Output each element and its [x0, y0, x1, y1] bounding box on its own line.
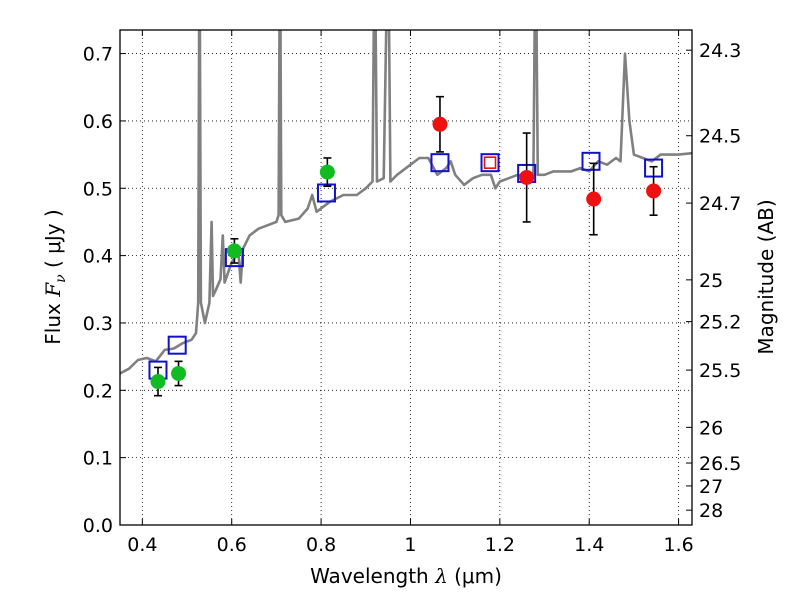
ticks: [120, 30, 692, 526]
y-tick-label: 0.5: [83, 178, 113, 200]
optical-flux-point: [226, 243, 242, 259]
y-tick-label: 0.6: [83, 111, 113, 133]
x-tick-label: 1.2: [485, 534, 515, 556]
y-tick-label: 0.0: [83, 515, 113, 537]
right-tick-label: 25: [699, 270, 723, 292]
model-photometry-square: [430, 153, 450, 173]
model-spectrum-line: [120, 30, 692, 375]
x-tick-label: 0.4: [127, 534, 157, 556]
right-tick-label: 25.5: [699, 360, 741, 382]
optical-flux-point: [319, 164, 335, 180]
optical-flux-point: [171, 365, 187, 381]
y-tick-label: 0.7: [83, 44, 113, 66]
y-axis-title: Flux Fν ( μJy ): [41, 209, 69, 344]
y-tick-label: 0.4: [83, 246, 113, 268]
nir-flux-point: [646, 183, 662, 199]
y-tick-label: 0.3: [83, 313, 113, 335]
right-tick-label: 24.3: [699, 40, 741, 62]
right-tick-label: 26.5: [699, 453, 741, 475]
x-tick-label: 1.4: [574, 534, 604, 556]
right-tick-label: 24.7: [699, 193, 741, 215]
nir-flux-point: [586, 191, 602, 207]
right-tick-label: 24.5: [699, 126, 741, 148]
plot-frame: [119, 29, 693, 526]
y-tick-label: 0.2: [83, 380, 113, 402]
x-axis-title: Wavelength λ (μm): [310, 564, 502, 588]
model-photometry-square: [167, 335, 187, 355]
nir-flux-point: [519, 169, 535, 185]
x-tick-label: 0.6: [217, 534, 247, 556]
model-photometry-square: [316, 183, 336, 203]
right-axis-title: Magnitude (AB): [754, 199, 778, 354]
grid: [120, 30, 692, 525]
x-tick-label: 0.8: [306, 534, 336, 556]
tick-labels: 0.4 0.6 0.8 1 1.2 1.4 1.6 0.0 0.1 0.2 0.3 0.4 0.5 0.6…: [83, 40, 742, 556]
data-points-layer: [148, 95, 664, 397]
model-photometry-inner-square: [483, 156, 497, 169]
right-tick-label: 28: [699, 500, 723, 522]
right-tick-label: 25.2: [699, 312, 741, 334]
x-tick-label: 1.6: [663, 534, 693, 556]
model-spectrum-layer: [120, 30, 692, 375]
right-tick-label: 27: [699, 476, 723, 498]
y-tick-label: 0.1: [83, 448, 113, 470]
nir-flux-point: [432, 116, 448, 132]
model-photometry-square: [480, 153, 500, 173]
right-tick-label: 26: [699, 417, 723, 439]
optical-flux-point: [150, 374, 166, 390]
x-tick-label: 1: [404, 534, 416, 556]
model-photometry-square: [581, 151, 601, 171]
